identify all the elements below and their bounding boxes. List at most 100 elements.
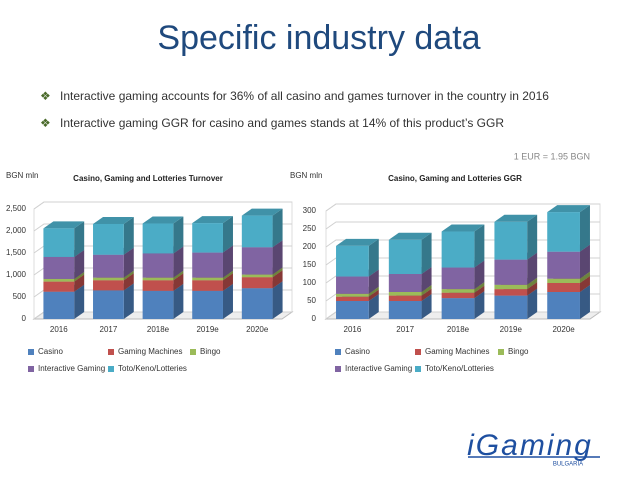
- bar-side: [272, 240, 283, 275]
- bar: [43, 291, 75, 319]
- bar-side: [222, 270, 233, 281]
- legend-label: Casino: [38, 347, 63, 356]
- bar: [441, 289, 475, 293]
- y-tick-label: 0: [312, 314, 317, 323]
- bar: [142, 277, 174, 281]
- legend-swatch: [108, 349, 114, 355]
- bar: [336, 276, 369, 294]
- bar-side: [123, 283, 134, 319]
- y-tick-label: 1,500: [6, 248, 27, 257]
- legend-swatch: [415, 366, 421, 372]
- legend-swatch: [415, 349, 421, 355]
- bar: [336, 245, 369, 277]
- legend-swatch: [190, 349, 196, 355]
- bar-side: [421, 267, 432, 292]
- bar-top: [93, 216, 134, 224]
- bar-side: [74, 274, 85, 292]
- bar-side: [173, 216, 184, 254]
- bar-side: [474, 282, 485, 293]
- bar-side: [222, 273, 233, 291]
- chart-title: Casino, Gaming and Lotteries GGR: [388, 174, 522, 183]
- y-tick-label: 100: [303, 278, 317, 287]
- bar-side: [368, 289, 379, 301]
- legend-swatch: [108, 366, 114, 372]
- bar-side: [222, 245, 233, 278]
- legend-label: Interactive Gaming: [345, 364, 412, 373]
- bar: [192, 277, 223, 281]
- slide-title: Specific industry data: [157, 19, 480, 57]
- x-tick-label: 2017: [100, 325, 118, 334]
- bar-side: [527, 214, 538, 260]
- x-tick-label: 2018e: [147, 325, 170, 334]
- bar-side: [222, 283, 233, 319]
- bar: [441, 231, 475, 268]
- bar-side: [368, 294, 379, 319]
- bar-side: [74, 249, 85, 279]
- x-tick-label: 2019e: [500, 325, 523, 334]
- y-tick-label: 1,000: [6, 270, 27, 279]
- note: 1 EUR = 1.95 BGN: [514, 151, 590, 161]
- bar-side: [474, 224, 485, 268]
- bar-side: [123, 216, 134, 255]
- bar: [43, 281, 75, 292]
- bar-top: [241, 208, 283, 216]
- y-axis-label: BGN mln: [6, 171, 38, 180]
- bar: [93, 290, 124, 319]
- bar: [192, 252, 223, 278]
- bar: [494, 284, 528, 290]
- bar-top: [43, 221, 85, 229]
- logo-sub: BULGARIA: [553, 462, 583, 468]
- x-tick-label: 2020e: [246, 325, 269, 334]
- legend-label: Gaming Machines: [425, 347, 489, 356]
- legend-label: Gaming Machines: [118, 347, 182, 356]
- legend-label: Toto/Keno/Lotteries: [118, 364, 187, 373]
- bar-top: [441, 224, 485, 232]
- bar-side: [474, 285, 485, 299]
- bar: [547, 292, 580, 319]
- bar-side: [123, 247, 134, 278]
- bar: [547, 251, 580, 279]
- bar-side: [123, 273, 134, 291]
- bar-side: [222, 216, 233, 253]
- legend-swatch: [335, 366, 341, 372]
- bar-side: [74, 284, 85, 319]
- bar: [441, 298, 475, 319]
- bar: [241, 277, 273, 289]
- bar: [93, 280, 124, 291]
- x-tick-label: 2016: [50, 325, 68, 334]
- y-tick-label: 200: [303, 242, 317, 251]
- bar-side: [527, 277, 538, 290]
- bar-side: [421, 232, 432, 274]
- bar: [388, 239, 422, 274]
- y-tick-label: 250: [303, 224, 317, 233]
- bullet: Interactive gaming GGR for casino and ga…: [60, 116, 504, 130]
- x-tick-label: 2019e: [196, 325, 219, 334]
- bar: [494, 289, 528, 296]
- bar-side: [579, 276, 590, 292]
- bar-side: [173, 273, 184, 291]
- bar-side: [368, 286, 379, 297]
- bar: [192, 280, 223, 291]
- bar: [388, 295, 422, 301]
- bar: [388, 292, 422, 296]
- bar: [241, 274, 273, 278]
- bar-side: [272, 208, 283, 248]
- grid-line: [325, 203, 600, 212]
- bar-side: [421, 294, 432, 319]
- bar-side: [421, 285, 432, 296]
- bar-side: [474, 260, 485, 290]
- bullet-icon: ❖: [40, 89, 51, 103]
- grid-line: [33, 201, 292, 210]
- y-tick-label: 150: [303, 260, 317, 269]
- bar: [494, 259, 528, 285]
- bar-top: [388, 232, 432, 240]
- y-axis-label: BGN mln: [290, 171, 322, 180]
- y-tick-label: 300: [303, 206, 317, 215]
- bar: [142, 253, 174, 278]
- legend-label: Bingo: [200, 347, 221, 356]
- bar-side: [368, 238, 379, 277]
- bar: [43, 256, 75, 279]
- bar: [93, 277, 124, 281]
- bar-top: [192, 216, 233, 224]
- y-tick-label: 50: [307, 296, 316, 305]
